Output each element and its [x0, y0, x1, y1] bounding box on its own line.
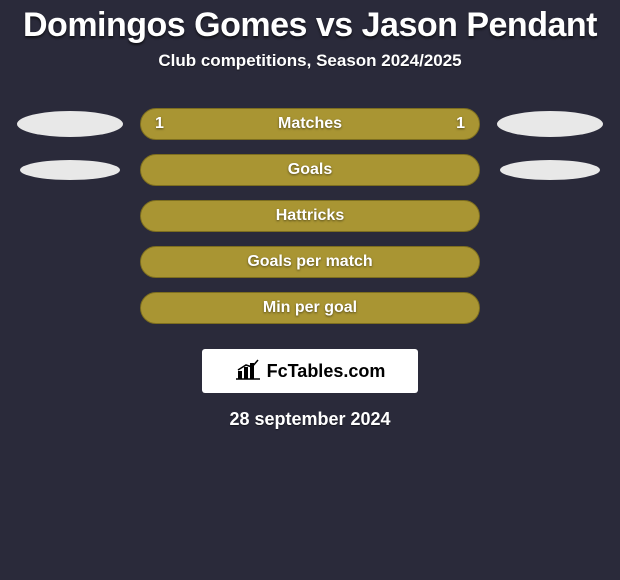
stat-label: Matches — [278, 115, 342, 133]
logo-inner: FcTables.com — [235, 358, 386, 385]
right-value: 1 — [456, 115, 465, 133]
left-ellipse — [17, 111, 123, 137]
right-ellipse-wrap — [480, 160, 620, 180]
left-ellipse — [20, 160, 120, 180]
stat-bar: Goals — [140, 154, 480, 186]
stat-bar: Goals per match — [140, 246, 480, 278]
comparison-row: Min per goal — [0, 285, 620, 331]
stat-bar: 1 Matches 1 — [140, 108, 480, 140]
right-ellipse-wrap — [480, 111, 620, 137]
stat-bar: Hattricks — [140, 200, 480, 232]
comparison-row: Hattricks — [0, 193, 620, 239]
stat-label: Min per goal — [263, 299, 357, 317]
footer-date: 28 september 2024 — [0, 409, 620, 430]
left-ellipse-wrap — [0, 160, 140, 180]
comparison-row: Goals per match — [0, 239, 620, 285]
logo-text: FcTables.com — [267, 361, 386, 382]
right-ellipse — [497, 111, 603, 137]
stat-bar: Min per goal — [140, 292, 480, 324]
stat-label: Goals per match — [247, 253, 372, 271]
logo-box: FcTables.com — [202, 349, 418, 393]
page-title: Domingos Gomes vs Jason Pendant — [0, 0, 620, 45]
bar-chart-icon — [235, 358, 261, 385]
stat-label: Hattricks — [276, 207, 344, 225]
comparison-row: Goals — [0, 147, 620, 193]
right-ellipse — [500, 160, 600, 180]
left-ellipse-wrap — [0, 111, 140, 137]
left-value: 1 — [155, 115, 164, 133]
comparison-row: 1 Matches 1 — [0, 101, 620, 147]
comparison-rows: 1 Matches 1 Goals Hattricks Goals per match Mi… — [0, 101, 620, 331]
stat-label: Goals — [288, 161, 332, 179]
page-subtitle: Club competitions, Season 2024/2025 — [0, 51, 620, 71]
